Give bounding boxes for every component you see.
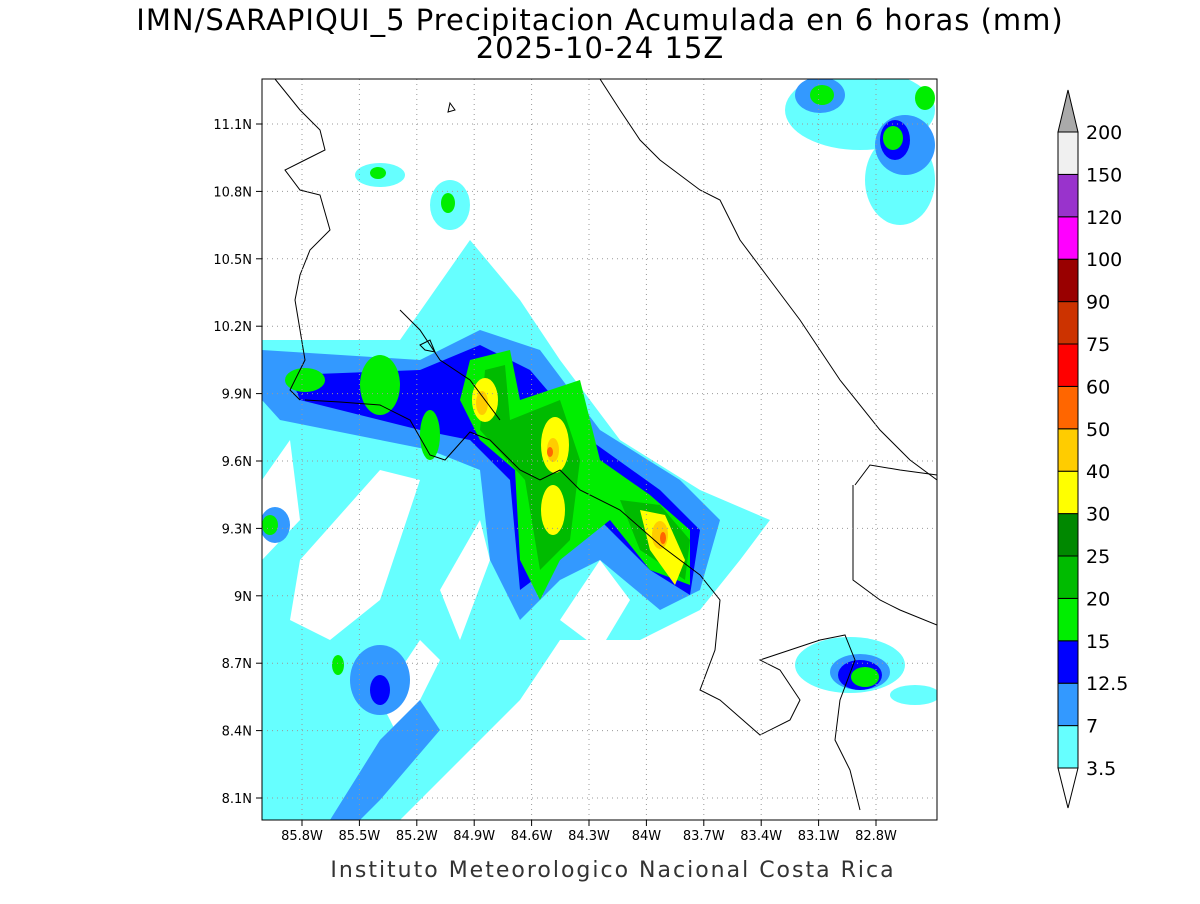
lon-label: 84.6W bbox=[511, 829, 553, 844]
lon-label: 83.4W bbox=[740, 829, 782, 844]
colorbar-box bbox=[1057, 597, 1079, 642]
subtitle: 2025-10-24 15Z bbox=[476, 31, 725, 65]
lat-label: 9.6N bbox=[222, 455, 252, 470]
colorbar-box bbox=[1057, 301, 1079, 345]
lat-label: 8.7N bbox=[222, 657, 252, 672]
colorbar-label: 150 bbox=[1086, 164, 1122, 186]
lon-label: 83.7W bbox=[683, 829, 725, 844]
colorbar-triangle bbox=[1057, 767, 1079, 809]
colorbar-label: 30 bbox=[1086, 504, 1110, 526]
colorbar-box bbox=[1057, 470, 1079, 515]
lat-label: 9.3N bbox=[222, 522, 252, 537]
lat-label: 11.1N bbox=[213, 118, 252, 133]
footer: Instituto Meteorologico Nacional Costa R… bbox=[330, 858, 895, 883]
colorbar-box bbox=[1057, 640, 1079, 684]
lon-label: 85.8W bbox=[281, 829, 323, 844]
colorbar-box bbox=[1057, 173, 1079, 218]
colorbar-box bbox=[1057, 682, 1079, 727]
colorbar-label: 15 bbox=[1086, 631, 1110, 653]
title: IMN/SARAPIQUI_5 Precipitacion Acumulada … bbox=[136, 3, 1063, 37]
colorbar-box bbox=[1057, 343, 1079, 387]
colorbar-label: 7 bbox=[1086, 716, 1098, 738]
lat-label: 8.1N bbox=[222, 792, 252, 807]
lon-label: 84W bbox=[632, 829, 662, 844]
graticule bbox=[262, 79, 937, 820]
map-frame bbox=[261, 78, 938, 821]
colorbar-label: 60 bbox=[1086, 376, 1110, 398]
colorbar-box bbox=[1057, 131, 1079, 175]
colorbar-label: 12.5 bbox=[1086, 673, 1128, 695]
lat-label: 9.9N bbox=[222, 388, 252, 403]
colorbar-label: 25 bbox=[1086, 546, 1110, 568]
colorbar-triangle bbox=[1057, 89, 1079, 133]
coastlines bbox=[274, 79, 937, 811]
lat-label: 10.5N bbox=[213, 253, 252, 268]
lon-label: 84.9W bbox=[453, 829, 495, 844]
lon-label: 82.8W bbox=[855, 829, 897, 844]
precipitation-field bbox=[262, 79, 937, 820]
lon-label: 84.3W bbox=[568, 829, 610, 844]
colorbar-label: 50 bbox=[1086, 419, 1110, 441]
colorbar-label: 75 bbox=[1086, 334, 1110, 356]
colorbar-label: 100 bbox=[1086, 249, 1122, 271]
lon-label: 85.2W bbox=[396, 829, 438, 844]
lat-label: 8.4N bbox=[222, 725, 252, 740]
colorbar-box bbox=[1057, 428, 1079, 472]
lat-label: 10.2N bbox=[213, 320, 252, 335]
colorbar-label: 90 bbox=[1086, 292, 1110, 314]
colorbar-box bbox=[1057, 725, 1079, 769]
colorbar-box bbox=[1057, 258, 1079, 303]
colorbar-box bbox=[1057, 385, 1079, 430]
colorbar-label: 20 bbox=[1086, 588, 1110, 610]
colorbar-box bbox=[1057, 555, 1079, 599]
colorbar-label: 3.5 bbox=[1086, 758, 1116, 780]
colorbar-box bbox=[1057, 513, 1079, 557]
colorbar-label: 200 bbox=[1086, 122, 1122, 144]
axis-labels: 11.1N 10.8N 10.5N 10.2N 9.9N 9.6N 9.3N 9N 8.7N 8.… bbox=[213, 118, 897, 844]
lat-label: 10.8N bbox=[213, 185, 252, 200]
lat-label: 9N bbox=[234, 590, 252, 605]
lon-label: 83.1W bbox=[798, 829, 840, 844]
colorbar-label: 120 bbox=[1086, 207, 1122, 229]
colorbar: 3.5 7 12.5 15 20 25 30 40 50 60 75 90 100 120 150 200 bbox=[1057, 89, 1128, 809]
colorbar-box bbox=[1057, 216, 1079, 260]
lon-label: 85.5W bbox=[338, 829, 380, 844]
colorbar-label: 40 bbox=[1086, 461, 1110, 483]
